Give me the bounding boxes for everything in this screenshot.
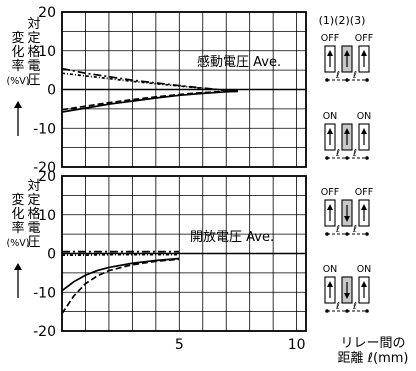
- series-line-dashed: [61, 90, 239, 111]
- legend-arrow-up: [361, 204, 367, 210]
- y-axis-label-char: 格: [27, 206, 40, 222]
- legend-state-right: OFF: [355, 33, 373, 44]
- legend-state-left: OFF: [321, 187, 339, 198]
- legend-dot: [325, 309, 329, 313]
- series-line-dashed: [61, 258, 180, 315]
- y-tick-label: 0: [47, 83, 56, 99]
- y-tick-label: -20: [33, 160, 56, 176]
- y-axis-arrow-head: [14, 263, 22, 270]
- legend-ell-label: ℓ: [353, 70, 357, 81]
- y-axis-label-char: (%V): [7, 76, 30, 87]
- legend-arrow-up: [327, 204, 333, 210]
- y-axis-arrow-head: [14, 101, 22, 108]
- legend-dot: [365, 156, 369, 160]
- y-axis-label-char: 定: [27, 193, 40, 208]
- x-tick-label: 10: [288, 337, 306, 353]
- y-axis-label-char: 電: [27, 59, 40, 74]
- y-tick-label: -10: [33, 121, 56, 137]
- legend-group: OFF OFF ℓ ℓ: [321, 33, 373, 82]
- series-line-dashdot: [61, 67, 239, 92]
- legend-dot: [365, 232, 369, 236]
- y-axis-label-char: 率: [11, 58, 24, 74]
- legend-arrow-up: [344, 50, 350, 56]
- y-axis-label-char: 圧: [27, 73, 40, 88]
- y-tick-label: -20: [33, 324, 56, 340]
- legend-state-left: ON: [323, 111, 338, 122]
- legend-arrow-up: [344, 128, 350, 134]
- legend-group: ON ON ℓ ℓ: [323, 264, 372, 313]
- y-tick-label: 10: [38, 44, 56, 60]
- series-line-dashdot2: [61, 72, 239, 92]
- y-axis-label-char: 変: [11, 192, 24, 208]
- y-tick-label: 0: [47, 247, 56, 263]
- y-axis-label-char: 対: [27, 17, 40, 32]
- legend-state-left: OFF: [321, 33, 339, 44]
- legend-arrow-up: [327, 128, 333, 134]
- legend-ell-label: ℓ: [353, 148, 357, 159]
- y-axis-label-char: 対: [27, 179, 40, 194]
- legend-state-left: ON: [323, 264, 338, 275]
- y-tick-label: 20: [38, 5, 56, 21]
- series-annotation: 開放電圧 Ave.: [190, 230, 274, 245]
- plot-frame: [61, 11, 307, 168]
- y-axis-label-char: 格: [27, 44, 40, 60]
- legend-ell-label: ℓ: [336, 148, 340, 159]
- legend-dot: [345, 232, 349, 236]
- y-tick-label: 10: [38, 208, 56, 224]
- legend-arrow-down: [344, 216, 350, 222]
- y-axis-label-char: 化: [11, 207, 24, 222]
- legend-state-right: ON: [357, 264, 372, 275]
- y-axis-label-char: 化: [11, 45, 24, 60]
- y-tick-label: -10: [33, 285, 56, 301]
- legend-ell-label: ℓ: [336, 301, 340, 312]
- legend-dot: [345, 309, 349, 313]
- legend-ell-label: ℓ: [353, 224, 357, 235]
- legend-arrow-up: [327, 50, 333, 56]
- plot-frame: [61, 175, 307, 332]
- legend-dot: [325, 156, 329, 160]
- legend-arrow-up: [327, 281, 333, 287]
- x-axis-label: 距離 ℓ(mm): [338, 351, 409, 366]
- legend-dot: [325, 232, 329, 236]
- x-tick-label: 5: [175, 337, 184, 353]
- legend-state-right: ON: [357, 111, 372, 122]
- legend-arrow-up: [361, 50, 367, 56]
- legend-ell-label: ℓ: [353, 301, 357, 312]
- y-tick-label: 20: [38, 169, 56, 185]
- legend-arrow-up: [361, 281, 367, 287]
- y-axis-label-char: 定: [27, 31, 40, 46]
- relay-arrangement-legend: (1)(2)(3) OFF OFF ℓ ℓ ON ON ℓ ℓ OFF OFF ℓ ℓ ON ON ℓ ℓ: [319, 14, 373, 313]
- legend-group: ON ON ℓ ℓ: [323, 111, 372, 160]
- y-axis-label-char: 電: [27, 221, 40, 236]
- legend-dot: [345, 156, 349, 160]
- legend-state-right: OFF: [355, 187, 373, 198]
- legend-arrow-up: [361, 128, 367, 134]
- series-line-solid: [61, 257, 180, 292]
- legend-dot: [345, 78, 349, 82]
- y-axis-label-char: 率: [11, 220, 24, 236]
- y-axis-label-char: 圧: [27, 235, 40, 250]
- legend-dot: [365, 309, 369, 313]
- legend-position-header: (1)(2)(3): [319, 14, 366, 27]
- series-annotation: 感動電圧 Ave.: [197, 54, 281, 70]
- y-axis-label-char: 変: [11, 30, 24, 46]
- y-axis-label-char: (%V): [7, 238, 30, 249]
- legend-arrow-down: [344, 293, 350, 299]
- legend-ell-label: ℓ: [336, 70, 340, 81]
- legend-group: OFF OFF ℓ ℓ: [321, 187, 373, 236]
- legend-dot: [325, 78, 329, 82]
- legend-ell-label: ℓ: [336, 224, 340, 235]
- legend-dot: [365, 78, 369, 82]
- x-axis-label: リレー間の: [340, 336, 405, 351]
